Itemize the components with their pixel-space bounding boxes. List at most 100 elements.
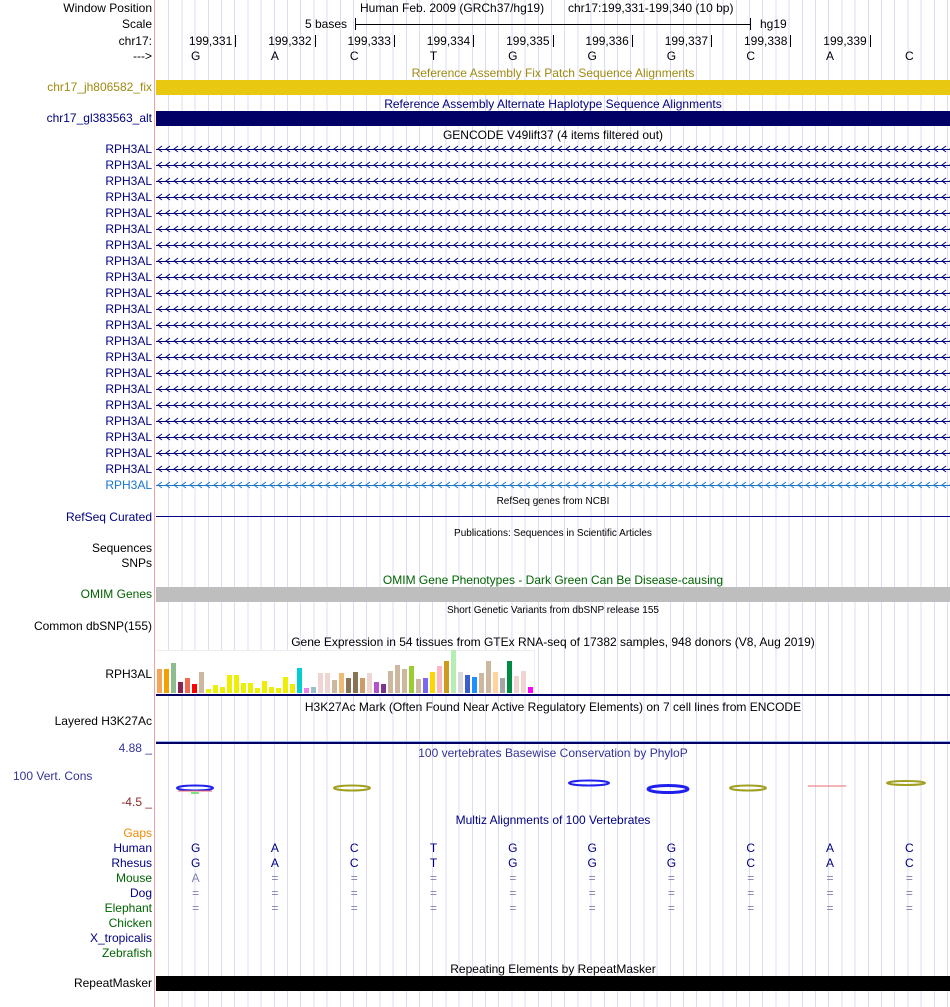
gencode-transcript[interactable] bbox=[156, 159, 950, 171]
gencode-transcript[interactable] bbox=[156, 399, 950, 411]
gtex-tissue-bar[interactable] bbox=[346, 678, 351, 693]
gencode-transcript[interactable] bbox=[156, 207, 950, 219]
gtex-tissue-bar[interactable] bbox=[241, 683, 246, 693]
gtex-tissue-bar[interactable] bbox=[493, 672, 498, 693]
gencode-gene-label[interactable]: RPH3AL bbox=[105, 366, 152, 380]
gtex-tissue-bar[interactable] bbox=[311, 687, 316, 693]
gencode-gene-label[interactable]: RPH3AL bbox=[105, 158, 152, 172]
gtex-tissue-bar[interactable] bbox=[304, 688, 309, 693]
gtex-tissue-bar[interactable] bbox=[402, 669, 407, 693]
gtex-tissue-bar[interactable] bbox=[528, 687, 533, 693]
gtex-tissue-bar[interactable] bbox=[185, 678, 190, 693]
gtex-tissue-bar[interactable] bbox=[472, 677, 477, 693]
gencode-transcript[interactable] bbox=[156, 383, 950, 395]
gtex-tissue-bar[interactable] bbox=[353, 672, 358, 693]
gencode-gene-label[interactable]: RPH3AL bbox=[105, 222, 152, 236]
gencode-transcript[interactable] bbox=[156, 287, 950, 299]
alt-haplotype-alignment[interactable] bbox=[156, 111, 950, 126]
refseq-gene-line[interactable] bbox=[156, 516, 950, 517]
gencode-transcript[interactable] bbox=[156, 223, 950, 235]
gtex-tissue-bar[interactable] bbox=[157, 669, 162, 693]
gtex-tissue-bar[interactable] bbox=[521, 671, 526, 693]
gtex-tissue-bar[interactable] bbox=[500, 678, 505, 693]
gencode-transcript[interactable] bbox=[156, 191, 950, 203]
gtex-tissue-bar[interactable] bbox=[220, 687, 225, 693]
gtex-tissue-bar[interactable] bbox=[444, 661, 449, 693]
omim-track-label[interactable]: OMIM Genes bbox=[80, 587, 152, 601]
gtex-tissue-bar[interactable] bbox=[458, 672, 463, 693]
gtex-tissue-bar[interactable] bbox=[367, 673, 372, 693]
gtex-tissue-bar[interactable] bbox=[325, 673, 330, 693]
alt-track-label[interactable]: chr17_gl383563_alt bbox=[46, 111, 152, 125]
multiz-species-label[interactable]: Zebrafish bbox=[101, 946, 152, 960]
gtex-track-label[interactable]: RPH3AL bbox=[105, 667, 152, 681]
gencode-gene-label[interactable]: RPH3AL bbox=[105, 174, 152, 188]
gtex-tissue-bar[interactable] bbox=[395, 665, 400, 693]
fix-patch-alignment[interactable] bbox=[156, 80, 950, 95]
gencode-gene-label[interactable]: RPH3AL bbox=[105, 142, 152, 156]
gtex-tissue-bar[interactable] bbox=[430, 672, 435, 693]
multiz-species-label[interactable]: Dog bbox=[129, 886, 152, 900]
gencode-gene-label[interactable]: RPH3AL bbox=[105, 462, 152, 476]
gtex-tissue-bar[interactable] bbox=[374, 682, 379, 693]
gencode-gene-label[interactable]: RPH3AL bbox=[105, 302, 152, 316]
gencode-gene-label[interactable]: RPH3AL bbox=[105, 334, 152, 348]
gencode-gene-label[interactable]: RPH3AL bbox=[105, 286, 152, 300]
gtex-tissue-bar[interactable] bbox=[213, 685, 218, 693]
gtex-tissue-bar[interactable] bbox=[262, 681, 267, 693]
gtex-tissue-bar[interactable] bbox=[451, 650, 456, 693]
gtex-tissue-bar[interactable] bbox=[486, 661, 491, 693]
gtex-tissue-bar[interactable] bbox=[178, 682, 183, 693]
pubs-sequences-label[interactable]: Sequences bbox=[91, 541, 152, 555]
gtex-tissue-bar[interactable] bbox=[318, 673, 323, 693]
gtex-tissue-bar[interactable] bbox=[276, 688, 281, 693]
multiz-species-label[interactable]: X_tropicalis bbox=[89, 931, 152, 945]
omim-gene-bar[interactable] bbox=[156, 587, 950, 602]
gencode-gene-label[interactable]: RPH3AL bbox=[105, 318, 152, 332]
gencode-transcript[interactable] bbox=[156, 319, 950, 331]
gtex-tissue-bar[interactable] bbox=[332, 680, 337, 693]
gtex-tissue-bar[interactable] bbox=[290, 684, 295, 693]
gtex-tissue-bar[interactable] bbox=[507, 661, 512, 693]
gtex-tissue-bar[interactable] bbox=[437, 666, 442, 693]
gtex-tissue-bar[interactable] bbox=[269, 687, 274, 693]
gencode-transcript[interactable] bbox=[156, 463, 950, 475]
gtex-tissue-bar[interactable] bbox=[514, 676, 519, 693]
gencode-gene-label[interactable]: RPH3AL bbox=[105, 430, 152, 444]
phylop-track-label[interactable]: 100 Vert. Cons bbox=[13, 769, 93, 783]
gtex-tissue-bar[interactable] bbox=[248, 683, 253, 693]
multiz-species-label[interactable]: Elephant bbox=[104, 901, 152, 915]
multiz-species-label[interactable]: Chicken bbox=[108, 916, 152, 930]
gencode-gene-label[interactable]: RPH3AL bbox=[105, 206, 152, 220]
multiz-species-label[interactable]: Mouse bbox=[115, 871, 152, 885]
gtex-tissue-bar[interactable] bbox=[192, 684, 197, 693]
dbsnp-track-label[interactable]: Common dbSNP(155) bbox=[33, 619, 152, 633]
gencode-transcript[interactable] bbox=[156, 271, 950, 283]
gtex-tissue-bar[interactable] bbox=[171, 663, 176, 693]
gencode-gene-label[interactable]: RPH3AL bbox=[105, 238, 152, 252]
gtex-tissue-bar[interactable] bbox=[227, 675, 232, 693]
gencode-transcript[interactable] bbox=[156, 255, 950, 267]
gtex-tissue-bar[interactable] bbox=[164, 669, 169, 693]
gencode-gene-label[interactable]: RPH3AL bbox=[105, 190, 152, 204]
gencode-transcript[interactable] bbox=[156, 239, 950, 251]
gtex-tissue-bar[interactable] bbox=[206, 689, 211, 693]
gtex-tissue-bar[interactable] bbox=[423, 678, 428, 693]
gtex-tissue-bar[interactable] bbox=[381, 684, 386, 693]
gencode-transcript[interactable] bbox=[156, 431, 950, 443]
pubs-snps-label[interactable]: SNPs bbox=[121, 556, 152, 570]
repeatmasker-element[interactable] bbox=[156, 976, 950, 991]
gtex-tissue-bar[interactable] bbox=[409, 666, 414, 693]
gtex-tissue-bar[interactable] bbox=[416, 679, 421, 693]
gencode-transcript[interactable] bbox=[156, 335, 950, 347]
gtex-tissue-bar[interactable] bbox=[199, 672, 204, 693]
gencode-gene-label[interactable]: RPH3AL bbox=[105, 414, 152, 428]
gencode-gene-label[interactable]: RPH3AL bbox=[105, 382, 152, 396]
gencode-transcript[interactable] bbox=[156, 479, 950, 491]
gtex-tissue-bar[interactable] bbox=[234, 675, 239, 693]
gtex-tissue-bar[interactable] bbox=[297, 668, 302, 693]
multiz-species-label[interactable]: Human bbox=[113, 841, 152, 855]
gtex-tissue-bar[interactable] bbox=[465, 675, 470, 693]
gencode-transcript[interactable] bbox=[156, 447, 950, 459]
